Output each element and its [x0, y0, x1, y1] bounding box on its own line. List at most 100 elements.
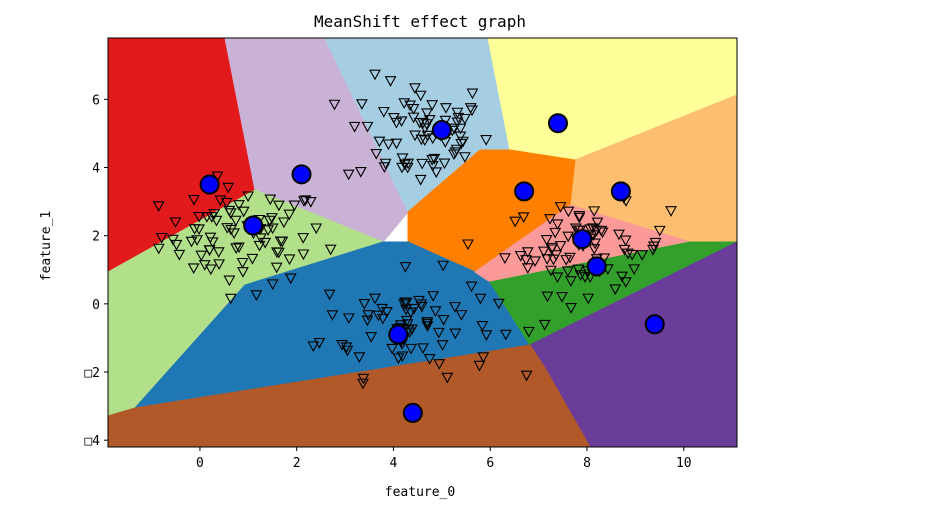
- data-point: [647, 241, 660, 253]
- data-point: [266, 223, 279, 235]
- data-point: [170, 239, 183, 251]
- data-point: [457, 136, 470, 148]
- data-point: [288, 200, 301, 212]
- data-point: [390, 138, 403, 150]
- data-point: [284, 273, 297, 285]
- x-tick-label: 8: [583, 456, 591, 471]
- data-point: [541, 254, 554, 265]
- data-point: [307, 341, 320, 353]
- data-point: [401, 162, 414, 174]
- data-point: [541, 291, 554, 303]
- x-axis-label: feature_0: [385, 485, 455, 500]
- data-point: [428, 153, 441, 165]
- x-tick-label: 6: [486, 456, 494, 471]
- data-point: [348, 121, 361, 133]
- data-point: [237, 206, 250, 218]
- data-point: [665, 206, 677, 217]
- data-point: [357, 378, 369, 390]
- y-tick-label: 6: [92, 93, 100, 108]
- y-tick-label: □4: [84, 434, 100, 449]
- data-point: [365, 332, 378, 343]
- data-point: [191, 235, 203, 246]
- data-point: [421, 318, 434, 330]
- data-point: [449, 302, 461, 313]
- data-point: [392, 353, 405, 365]
- data-point: [509, 216, 522, 228]
- data-point: [492, 298, 505, 310]
- data-point: [429, 306, 442, 317]
- data-point: [376, 313, 389, 325]
- cluster-centers: [199, 113, 665, 423]
- data-point: [408, 303, 420, 315]
- x-tick-label: 10: [676, 456, 692, 471]
- y-tick-label: 2: [92, 230, 100, 245]
- data-point: [564, 252, 576, 264]
- data-point: [409, 130, 421, 142]
- cluster-center: [199, 174, 220, 195]
- data-point: [396, 351, 409, 363]
- x-tick-label: 2: [293, 456, 301, 471]
- data-point: [223, 205, 236, 217]
- data-point: [310, 223, 323, 235]
- data-point: [421, 130, 434, 142]
- data-point: [436, 340, 449, 351]
- data-point: [477, 352, 490, 363]
- y-tick-label: 0: [92, 298, 100, 313]
- data-point: [565, 303, 578, 314]
- data-point: [589, 238, 602, 250]
- y-axis-label: feature_1: [39, 211, 54, 281]
- data-point: [152, 243, 165, 255]
- data-point: [473, 360, 486, 372]
- data-point: [572, 264, 585, 276]
- data-point: [540, 235, 553, 246]
- data-point: [499, 329, 512, 341]
- data-point: [323, 289, 336, 301]
- data-point: [270, 247, 283, 259]
- data-point: [591, 217, 604, 229]
- data-point: [438, 158, 451, 170]
- data-point: [415, 134, 428, 146]
- data-point: [522, 326, 535, 338]
- data-point: [582, 293, 595, 305]
- data-point: [342, 169, 355, 181]
- data-point: [173, 249, 186, 261]
- data-point: [266, 213, 278, 224]
- data-point: [276, 236, 289, 248]
- data-point: [538, 319, 551, 331]
- data-point: [223, 275, 236, 287]
- data-point: [430, 167, 443, 179]
- data-point: [336, 339, 348, 351]
- data-point: [283, 254, 296, 266]
- data-point: [237, 267, 249, 278]
- data-point: [421, 321, 434, 332]
- cluster-center: [388, 324, 409, 345]
- cluster-regions: [107, 37, 738, 448]
- data-point: [419, 123, 432, 135]
- data-point: [423, 354, 436, 365]
- data-point: [299, 195, 312, 207]
- data-point: [370, 148, 383, 160]
- data-point: [636, 250, 649, 261]
- data-point: [270, 262, 283, 274]
- data-point: [264, 194, 277, 206]
- data-point: [520, 370, 533, 382]
- data-point: [574, 270, 587, 281]
- data-point: [342, 313, 355, 325]
- data-point: [402, 158, 415, 170]
- data-point: [449, 328, 462, 340]
- data-point: [193, 211, 206, 223]
- data-point: [399, 261, 412, 273]
- data-point: [455, 310, 468, 321]
- data-point: [203, 245, 216, 256]
- cluster-center: [514, 181, 535, 202]
- data-point: [369, 293, 381, 305]
- data-point: [498, 253, 511, 264]
- data-point: [396, 153, 409, 165]
- data-point: [432, 327, 445, 339]
- data-point: [414, 174, 427, 186]
- cluster-center: [243, 215, 264, 236]
- data-point: [573, 211, 586, 222]
- cluster-center: [586, 256, 607, 277]
- data-point: [462, 239, 474, 251]
- data-point: [169, 217, 182, 229]
